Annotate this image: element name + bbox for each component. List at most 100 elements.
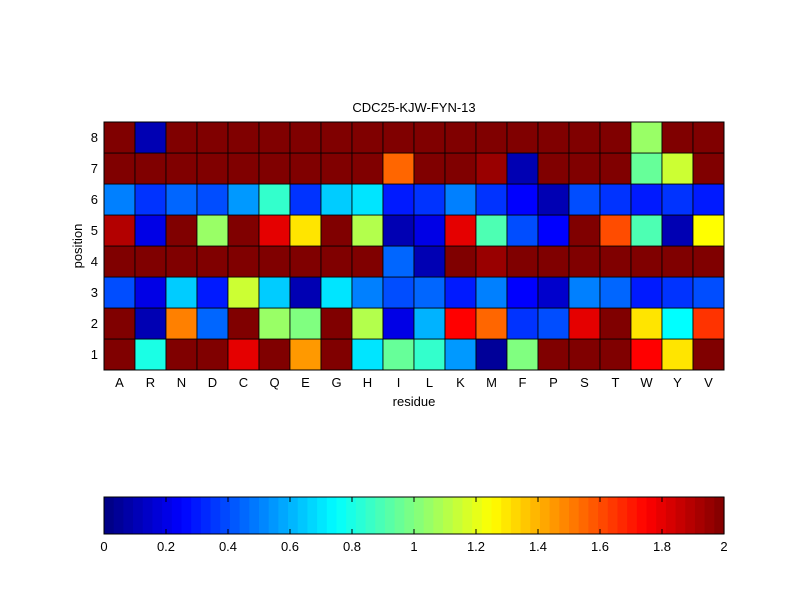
colorbar-segment	[229, 497, 241, 534]
colorbar-segment	[510, 497, 522, 534]
colorbar-segment	[375, 497, 386, 534]
colorbar-segment	[404, 497, 415, 534]
heatmap-cell	[258, 214, 291, 247]
heatmap-cell	[475, 338, 508, 371]
heatmap-cell	[196, 214, 229, 247]
heatmap-cell	[227, 338, 260, 371]
heatmap-cell	[382, 183, 415, 216]
colorbar-segment	[210, 497, 221, 534]
colorbar-segment	[481, 497, 493, 534]
heatmap-axes-frame	[103, 121, 725, 371]
heatmap-cell	[661, 152, 694, 185]
colorbar-segment	[578, 497, 589, 534]
heatmap-cell	[444, 214, 477, 247]
colorbar-segment	[268, 497, 279, 534]
heatmap-cell	[630, 121, 663, 154]
colorbar-segment	[288, 497, 299, 534]
colorbar-segment	[181, 497, 192, 534]
heatmap-cell	[537, 276, 570, 309]
heatmap-cell	[227, 214, 260, 247]
heatmap-cell	[258, 245, 291, 278]
heatmap-cell	[165, 338, 198, 371]
heatmap-cell	[661, 276, 694, 309]
colorbar-tick-label: 0	[100, 539, 107, 554]
heatmap-cell	[227, 152, 260, 185]
heatmap-cell	[568, 245, 601, 278]
heatmap-cell	[258, 338, 291, 371]
heatmap-cell	[289, 152, 322, 185]
heatmap-cell	[537, 183, 570, 216]
heatmap-cell	[475, 183, 508, 216]
colorbar-segment	[569, 497, 580, 534]
heatmap-cell	[289, 307, 322, 340]
colorbar-tick-label: 1.4	[529, 539, 547, 554]
heatmap-cell	[258, 152, 291, 185]
heatmap-cell	[413, 245, 446, 278]
heatmap-cell	[661, 245, 694, 278]
x-tick-label: W	[640, 375, 653, 390]
x-tick-label: P	[549, 375, 558, 390]
heatmap-cell	[506, 152, 539, 185]
y-tick-label: 2	[91, 316, 98, 331]
heatmap-cell	[134, 276, 167, 309]
y-tick-label: 8	[91, 130, 98, 145]
colorbar-segment	[443, 497, 454, 534]
heatmap-cell	[289, 338, 322, 371]
heatmap-cell	[165, 214, 198, 247]
heatmap-cell	[227, 307, 260, 340]
x-tick-label: S	[580, 375, 589, 390]
heatmap-cell	[227, 276, 260, 309]
heatmap-cell	[196, 307, 229, 340]
heatmap-cell	[475, 276, 508, 309]
x-tick-label: L	[426, 375, 433, 390]
heatmap-cell	[413, 338, 446, 371]
heatmap-cell	[506, 307, 539, 340]
colorbar-ticks: 0 0.2 0.4 0.6 0.8 1 1.2 1.4 1.6 1.8 2	[100, 497, 728, 554]
heatmap-cell	[103, 183, 136, 216]
colorbar-segment	[491, 497, 502, 534]
heatmap-cell	[413, 276, 446, 309]
heatmap-cell	[134, 214, 167, 247]
heatmap-cell	[134, 338, 167, 371]
y-tick-label: 5	[91, 223, 98, 238]
heatmap-cell	[351, 121, 384, 154]
colorbar-segment	[152, 497, 163, 534]
heatmap-cell	[103, 152, 136, 185]
heatmap-cell	[258, 183, 291, 216]
heatmap-cell	[289, 183, 322, 216]
colorbar-segment	[656, 497, 667, 534]
heatmap-cell	[134, 307, 167, 340]
colorbar-segment	[646, 497, 657, 534]
heatmap-cell	[568, 276, 601, 309]
x-tick-label: E	[301, 375, 310, 390]
heatmap-cell	[568, 214, 601, 247]
colorbar-segment	[191, 497, 202, 534]
heatmap-cell	[351, 245, 384, 278]
heatmap-cell	[320, 183, 353, 216]
heatmap-cell	[568, 307, 601, 340]
colorbar-segment	[462, 497, 473, 534]
heatmap-cell	[165, 276, 198, 309]
colorbar-segment	[423, 497, 434, 534]
colorbar-segment	[104, 497, 115, 534]
heatmap-cell	[599, 338, 632, 371]
colorbar-tick-label: 0.6	[281, 539, 299, 554]
heatmap-cell	[289, 214, 322, 247]
colorbar-segment	[501, 497, 512, 534]
heatmap-cell	[103, 214, 136, 247]
y-tick-label: 6	[91, 192, 98, 207]
heatmap-cell	[630, 245, 663, 278]
colorbar-segment	[394, 497, 405, 534]
heatmap-cell	[382, 152, 415, 185]
heatmap-cell	[444, 245, 477, 278]
colorbar-segment	[559, 497, 570, 534]
heatmap-cell	[351, 183, 384, 216]
colorbar-segment	[326, 497, 338, 534]
heatmap-cell	[630, 338, 663, 371]
heatmap-cell	[475, 307, 508, 340]
heatmap-cell	[134, 245, 167, 278]
heatmap-cell	[289, 121, 322, 154]
x-tick-label: C	[239, 375, 248, 390]
colorbar-segment	[598, 497, 609, 534]
heatmap-cell	[599, 307, 632, 340]
